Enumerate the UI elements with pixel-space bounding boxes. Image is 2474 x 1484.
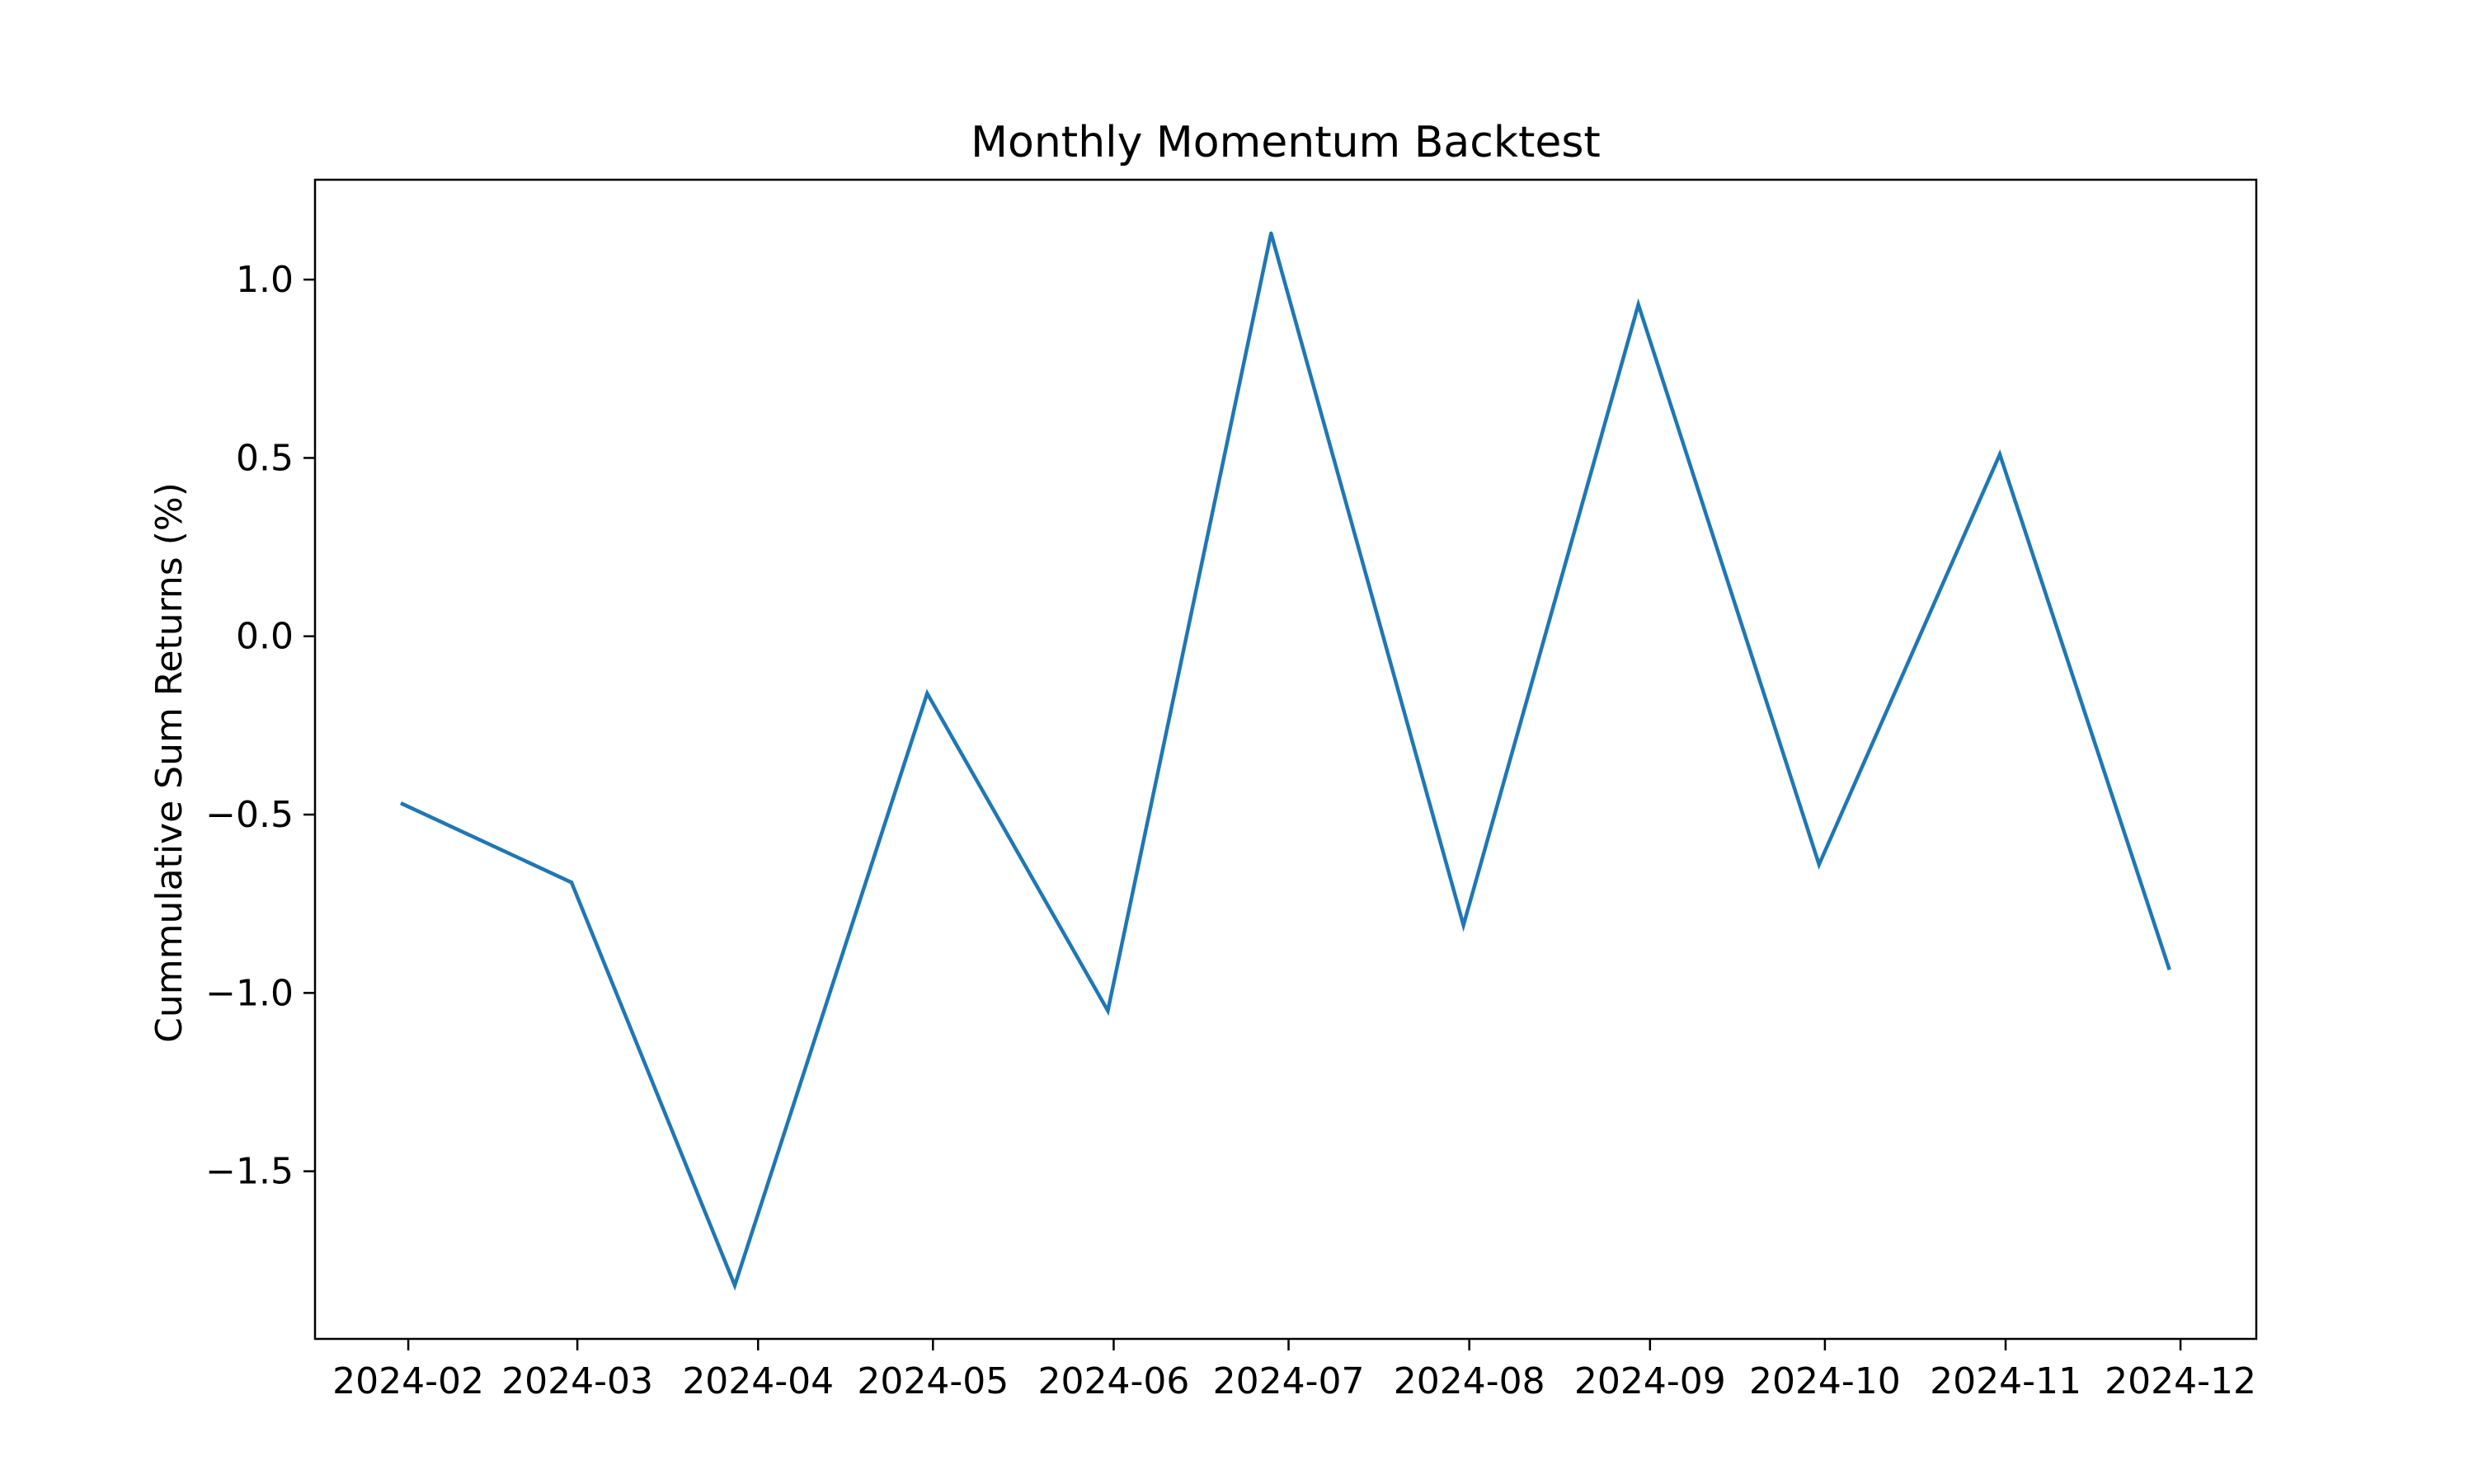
y-tick-label: 1.0 <box>236 259 294 301</box>
plot-area: −1.5 −1.0 −0.5 0.0 0.5 1.0 2024-02 2024-03 2024-… <box>205 178 2258 1402</box>
data-point <box>400 801 405 806</box>
data-point <box>732 1283 737 1288</box>
data-point <box>2166 965 2171 970</box>
x-tick-label: 2024-02 <box>332 1360 484 1402</box>
x-tick-label: 2024-07 <box>1213 1360 1365 1402</box>
data-point <box>569 881 574 885</box>
data-point <box>1106 1008 1110 1013</box>
data-point <box>1817 862 1822 866</box>
data-point <box>925 691 929 696</box>
x-tick-label: 2024-11 <box>1930 1360 2081 1402</box>
series-line <box>400 232 2171 1291</box>
y-tick-label: 0.0 <box>236 616 294 658</box>
x-tick-label: 2024-06 <box>1038 1360 1190 1402</box>
y-tick-label: −1.5 <box>205 1151 294 1193</box>
y-tick-label: −0.5 <box>205 794 294 836</box>
x-tick-label: 2024-04 <box>682 1360 834 1402</box>
x-tick-label: 2024-10 <box>1749 1360 1901 1402</box>
x-tick-label: 2024-12 <box>2105 1360 2256 1402</box>
data-point <box>1269 231 1273 236</box>
chart-title: Monthly Momentum Backtest <box>971 118 1601 167</box>
y-tick-label: −1.0 <box>205 972 294 1014</box>
x-tick-label: 2024-09 <box>1574 1360 1726 1402</box>
y-axis-label: Cummulative Sum Returns (%) <box>148 482 190 1043</box>
data-point <box>1997 452 2002 457</box>
x-tick-label: 2024-08 <box>1394 1360 1545 1402</box>
x-tick-label: 2024-03 <box>501 1360 653 1402</box>
y-tick-label: 0.5 <box>236 437 294 479</box>
plot-frame <box>313 178 2258 1341</box>
data-point <box>1636 303 1640 307</box>
data-point <box>1461 923 1465 928</box>
x-tick-label: 2024-05 <box>857 1360 1009 1402</box>
